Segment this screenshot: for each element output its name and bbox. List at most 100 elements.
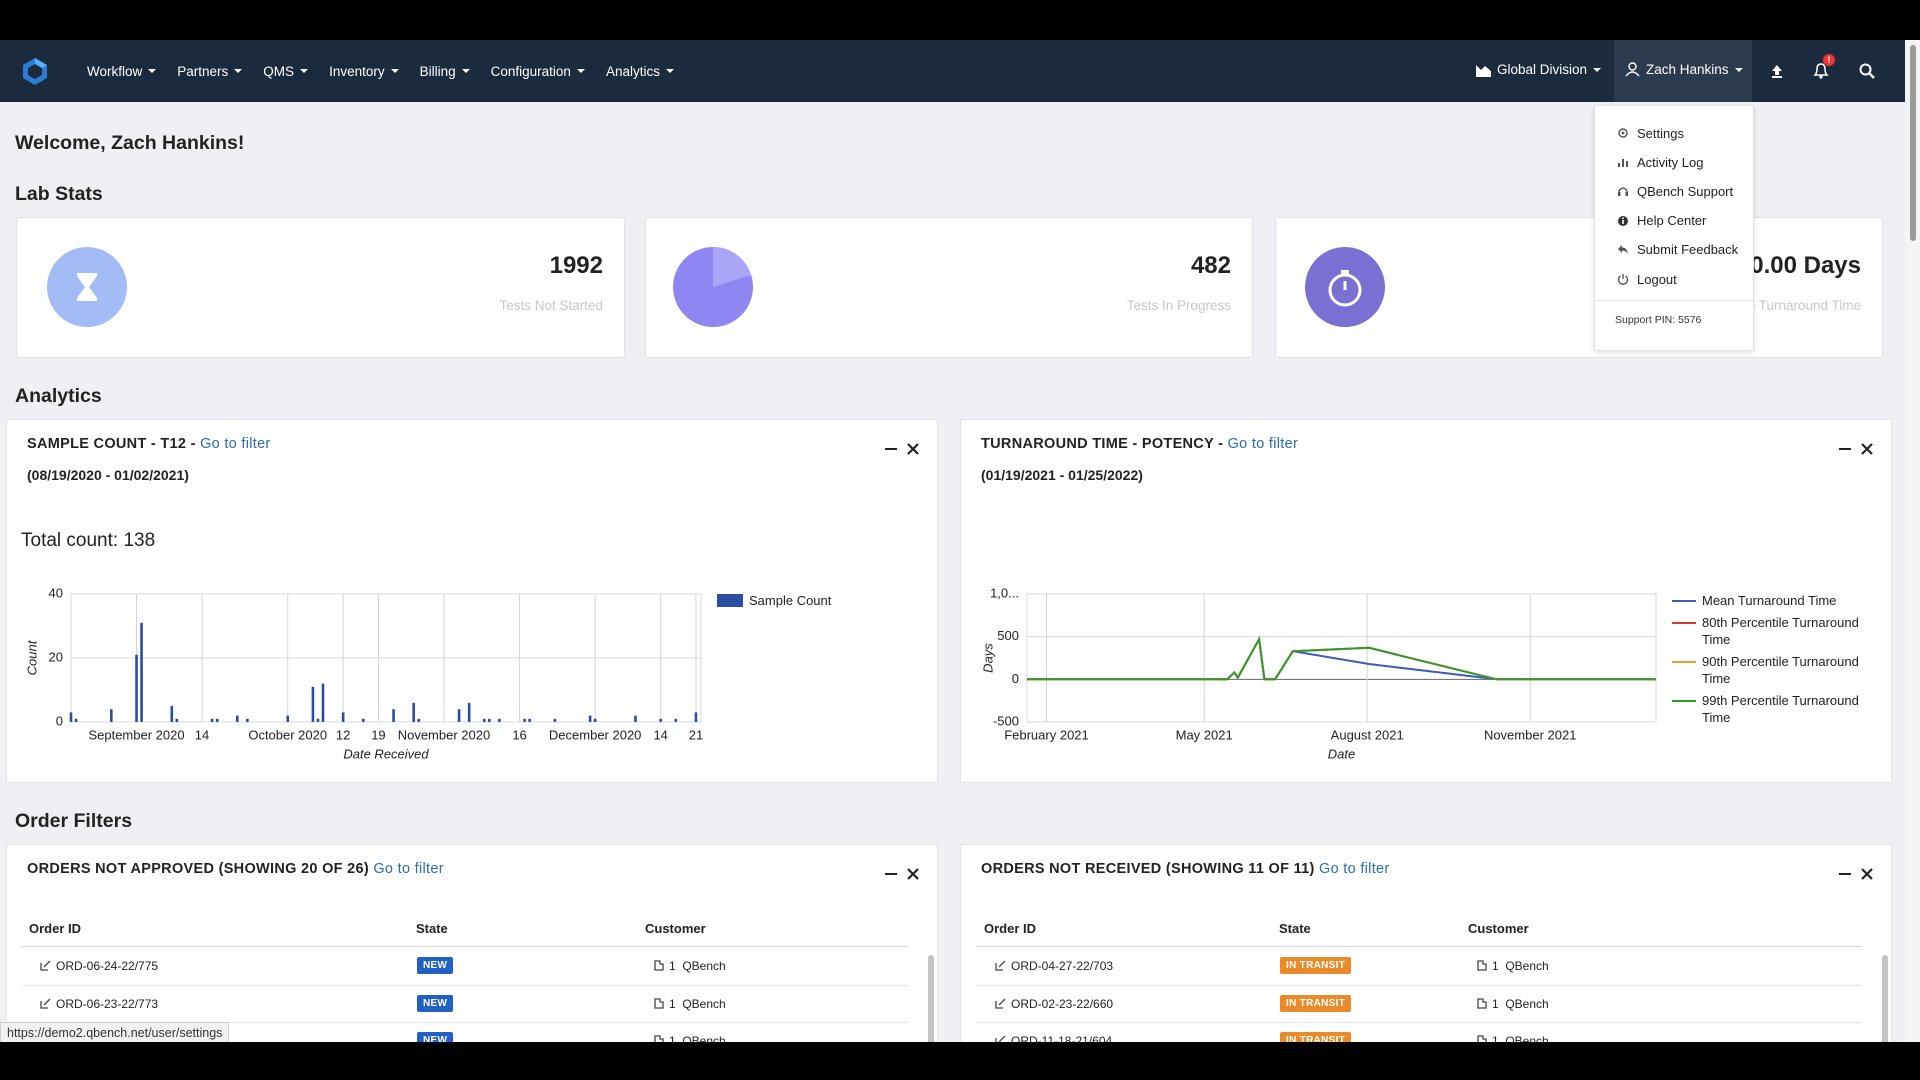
row-rule [22, 984, 908, 986]
panel-title-text: ORDERS NOT RECEIVED (SHOWING 11 OF 11) [981, 861, 1315, 877]
nav-item[interactable]: Workflow [87, 64, 157, 79]
building-glyph [1477, 997, 1487, 1009]
scroll-thumb[interactable] [1910, 45, 1916, 241]
menu-item[interactable]: Activity Log [1595, 149, 1753, 175]
bar [236, 715, 239, 722]
close-button[interactable] [907, 443, 919, 455]
menu-item[interactable]: Submit Feedback [1595, 237, 1753, 263]
user-menu[interactable]: Zach Hankins [1625, 62, 1743, 77]
x-axis-label: Date Received [343, 746, 429, 761]
stat-card: 482 Tests In Progress [645, 217, 1253, 358]
x-tick-label: 14 [195, 727, 209, 742]
table-scrollbar[interactable] [928, 955, 934, 1042]
edit-glyph [40, 960, 51, 971]
building-glyph [1477, 960, 1487, 971]
caret [300, 69, 309, 73]
legend-swatch [1672, 622, 1696, 624]
y-tick-label: 1,0... [990, 585, 1019, 600]
nav-item[interactable]: Billing [420, 64, 470, 79]
close-icon [907, 443, 919, 455]
minimize-button[interactable] [885, 448, 897, 450]
upload-icon[interactable] [1770, 64, 1784, 78]
stopwatch-icon [1305, 247, 1385, 327]
path [1618, 244, 1628, 254]
customer-icon [1477, 1035, 1487, 1042]
order-id[interactable]: ORD-02-23-22/660 [1011, 996, 1114, 1011]
customer: 1 QBench [669, 959, 726, 973]
legend: Mean Turnaround Time 80th Percentile Turn… [1672, 592, 1868, 731]
menu-icon [1618, 244, 1628, 254]
minimize-button[interactable] [1839, 448, 1851, 450]
panel-subtitle: (01/19/2021 - 01/25/2022) [981, 467, 1143, 483]
filter-link[interactable]: Go to filter [1319, 861, 1390, 877]
bar [498, 718, 501, 722]
edit-icon[interactable] [995, 1035, 1006, 1042]
state-badge: NEW [417, 1032, 454, 1042]
building-glyph [654, 1035, 664, 1042]
bar [321, 683, 325, 722]
menu-item[interactable]: Settings [1595, 120, 1753, 146]
table-scrollbar[interactable] [1882, 955, 1888, 1042]
bar [74, 718, 78, 722]
order-id[interactable]: ORD-04-27-22/703 [1011, 959, 1114, 973]
caret [390, 69, 399, 73]
stat-value: 482 [1190, 252, 1231, 279]
x-tick-label: August 2021 [1331, 727, 1404, 742]
edit-icon[interactable] [40, 998, 51, 1009]
nav-item[interactable]: QMS [263, 63, 309, 79]
order-id[interactable]: ORD-11-18-21/604 [1011, 1034, 1113, 1042]
nav-item[interactable]: Analytics [606, 64, 674, 79]
search-icon[interactable] [1859, 63, 1875, 79]
close-icon [907, 868, 919, 880]
bar [175, 718, 179, 722]
minimize-button[interactable] [1839, 873, 1851, 875]
x-tick-label: 19 [371, 727, 385, 742]
content: Welcome, Zach Hankins! Lab Stats 1992 Te… [0, 102, 1905, 1042]
bottom-band [0, 1042, 1920, 1080]
path [713, 247, 751, 287]
bell-icon[interactable] [1811, 60, 1831, 80]
legend-label: 99th Percentile Turnaround Time [1702, 693, 1859, 725]
menu-item[interactable]: QBench Support [1595, 178, 1753, 204]
x-tick-label: 14 [653, 727, 667, 742]
nav-item[interactable]: Partners [177, 64, 243, 79]
nav-label: QMS [263, 63, 295, 79]
menu-icon [1617, 274, 1629, 285]
order-id[interactable]: ORD-06-24-22/775 [56, 959, 159, 973]
notification-badge: ! [1823, 54, 1835, 66]
nav-item[interactable]: Configuration [491, 64, 585, 79]
order-id[interactable]: ORD-06-23-22/773 [56, 996, 159, 1011]
scrollbar[interactable] [1905, 40, 1920, 1042]
close-button[interactable] [907, 868, 919, 880]
minimize-button[interactable] [885, 873, 897, 875]
close-button[interactable] [1861, 868, 1873, 880]
path [1772, 65, 1782, 75]
panel-title-text: TURNAROUND TIME - POTENCY - [981, 436, 1224, 452]
filter-link[interactable]: Go to filter [373, 861, 444, 877]
division-menu[interactable]: Global Division [1476, 62, 1602, 77]
bar [457, 709, 461, 722]
filter-link[interactable]: Go to filter [1227, 436, 1299, 452]
path [1618, 187, 1628, 194]
edit-icon[interactable] [40, 960, 51, 971]
close-button[interactable] [1861, 443, 1873, 455]
edit-icon[interactable] [995, 998, 1006, 1009]
user-name: Zach Hankins [1646, 62, 1729, 77]
nav-item[interactable]: Inventory [329, 64, 399, 79]
logo[interactable] [20, 56, 50, 86]
filter-link[interactable]: Go to filter [200, 436, 271, 452]
edit-icon[interactable] [995, 960, 1006, 971]
legend-item: Mean Turnaround Time [1672, 592, 1868, 609]
column-header: Customer [645, 921, 706, 936]
caret [1593, 67, 1602, 72]
bar [392, 709, 395, 722]
path [1617, 275, 1629, 285]
nav-label: Analytics [605, 63, 660, 79]
menu-item[interactable]: Logout [1595, 266, 1753, 292]
x-tick-label: November 2020 [398, 727, 491, 742]
menu-item[interactable]: Help Center [1595, 208, 1753, 234]
x-tick-label: October 2020 [248, 727, 327, 742]
bar [246, 718, 249, 722]
circle [1618, 128, 1628, 138]
bar [694, 712, 698, 722]
